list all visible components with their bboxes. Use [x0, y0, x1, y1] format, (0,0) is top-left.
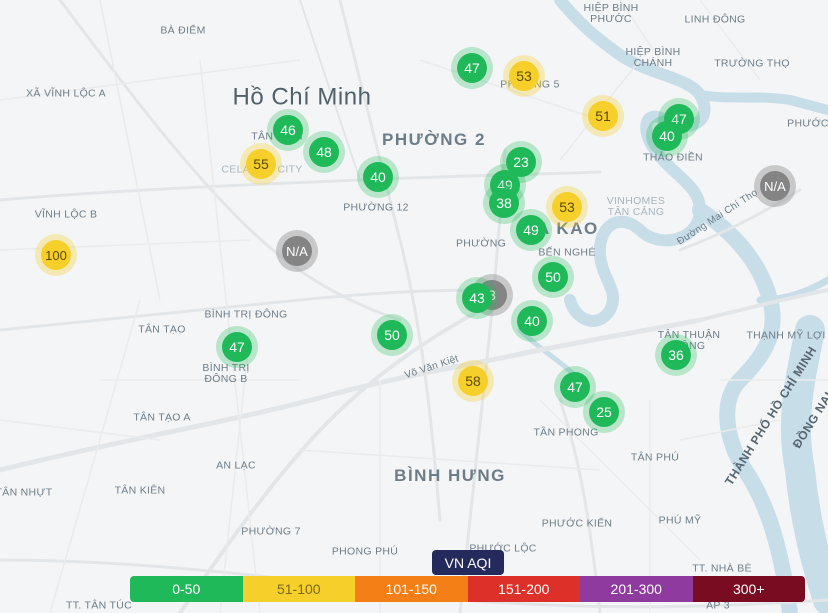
aqi-value: 40	[370, 169, 386, 185]
place-label: BÌNH TRỊ ĐÔNG B	[202, 361, 250, 385]
aqi-value: N/A	[286, 243, 308, 259]
place-label: Hồ Chí Minh	[232, 83, 372, 111]
aqi-value: 53	[559, 199, 575, 215]
aqi-station-marker[interactable]: 53	[503, 55, 545, 97]
aqi-station-marker[interactable]: 55	[240, 143, 282, 185]
aqi-station-marker[interactable]: 53	[546, 186, 588, 228]
aqi-station-marker[interactable]: 100	[35, 234, 77, 276]
place-label: THẠNH MỸ LỢI	[746, 329, 826, 342]
aqi-value: 49	[523, 222, 539, 238]
place-label: PHƯỜNG 7	[241, 525, 301, 538]
aqi-station-marker[interactable]: 50	[532, 256, 574, 298]
place-label: PHONG PHÚ	[331, 545, 399, 558]
legend-title: VN AQI	[432, 550, 504, 575]
place-label: PHƯỚC LỘC	[469, 542, 537, 555]
aqi-value: 36	[668, 347, 684, 363]
aqi-value: 40	[659, 128, 675, 144]
aqi-legend: 0-50 51-100 101-150 151-200 201-300 300+	[130, 576, 805, 602]
place-label: BẾN NGHÉ	[538, 246, 596, 259]
place-label: TT. NHÀ BÈ	[692, 562, 752, 575]
aqi-station-marker[interactable]: 48	[303, 131, 345, 173]
river-water	[517, 0, 828, 613]
aqi-value: 50	[545, 269, 561, 285]
place-label: HIỆP BÌNH CHÁNH	[625, 45, 681, 69]
place-label: PHƯỜNG 12	[343, 201, 409, 214]
place-label: THẢO ĐIỀN	[643, 151, 703, 164]
aqi-station-marker[interactable]: 50	[371, 314, 413, 356]
aqi-value: 43	[469, 290, 485, 306]
aqi-station-marker[interactable]: 40	[646, 115, 688, 157]
aqi-station-marker[interactable]: 36	[655, 334, 697, 376]
place-label: TT. TÂN TÚC	[66, 599, 132, 612]
aqi-value: 48	[316, 144, 332, 160]
place-label: BÌNH HƯNG	[394, 466, 506, 486]
aqi-station-marker[interactable]: 47	[216, 326, 258, 368]
place-label: ẤP 3	[706, 599, 730, 612]
place-label: TÂN NHỰT	[0, 486, 53, 499]
aqi-value: 47	[229, 339, 245, 355]
aqi-station-marker[interactable]: 51	[582, 95, 624, 137]
aqi-station-marker[interactable]: 25	[583, 391, 625, 433]
legend-range: 201-300	[580, 576, 693, 602]
aqi-station-marker[interactable]: 38	[483, 182, 525, 224]
place-label: TRƯỜNG THỌ	[714, 57, 790, 70]
place-label: TÂN PHONG	[533, 426, 599, 439]
place-label: PHƯỜNG	[455, 237, 507, 250]
aqi-station-marker[interactable]: 47	[554, 366, 596, 408]
place-label: PHƯỚC	[787, 117, 828, 130]
aqi-station-marker[interactable]: N/A	[754, 165, 796, 207]
place-label: BÀ ĐIỂM	[160, 24, 206, 37]
aqi-station-marker[interactable]: 40	[357, 156, 399, 198]
aqi-value: 25	[596, 404, 612, 420]
legend-range: 101-150	[355, 576, 468, 602]
place-label: BÌNH TRỊ ĐÔNG	[204, 308, 288, 321]
aqi-value: 47	[567, 379, 583, 395]
place-label: HIỆP BÌNH PHƯỚC	[583, 1, 639, 25]
place-label: TÂN TẠO A	[133, 411, 191, 424]
aqi-value: 38	[496, 195, 512, 211]
legend-range: 51-100	[242, 576, 355, 602]
place-label: TÂN KIÊN	[114, 484, 166, 497]
aqi-station-marker[interactable]: 43	[456, 277, 498, 319]
aqi-value: 46	[280, 122, 296, 138]
legend-range: 151-200	[467, 576, 580, 602]
legend-range: 0-50	[130, 576, 243, 602]
aqi-value: N/A	[764, 178, 786, 194]
aqi-station-marker[interactable]: 46	[267, 109, 309, 151]
aqi-value: 47	[464, 60, 480, 76]
place-label: LINH ĐÔNG	[684, 13, 746, 26]
place-label: TÂN PHÚ	[630, 451, 680, 464]
aqi-value: 23	[513, 154, 529, 170]
aqi-station-marker[interactable]: 40	[511, 300, 553, 342]
aqi-station-marker[interactable]: 47	[451, 47, 493, 89]
aqi-station-marker[interactable]: 49	[510, 209, 552, 251]
place-label: VINHOMES TÂN CẢNG	[606, 194, 666, 218]
place-label: TÂN TẠO	[138, 323, 186, 336]
legend-range: 300+	[692, 576, 805, 602]
aqi-value: 100	[45, 247, 67, 263]
aqi-value: 51	[595, 108, 611, 124]
place-label: XÃ VĨNH LỘC A	[26, 87, 106, 100]
place-label: VĨNH LỘC B	[34, 208, 98, 221]
aqi-value: 55	[253, 156, 269, 172]
aqi-station-marker[interactable]: N/A	[276, 230, 318, 272]
aqi-value: 58	[465, 373, 481, 389]
aqi-value: 40	[524, 313, 540, 329]
place-label: PHƯỜNG 2	[382, 130, 486, 150]
place-label: PHÚ MỸ	[658, 514, 702, 527]
place-label: PHƯỚC KIỂN	[541, 517, 613, 530]
aqi-value: 53	[516, 68, 532, 84]
aqi-station-marker[interactable]: 58	[452, 360, 494, 402]
aqi-value: 50	[384, 327, 400, 343]
place-label: AN LẠC	[216, 459, 256, 472]
